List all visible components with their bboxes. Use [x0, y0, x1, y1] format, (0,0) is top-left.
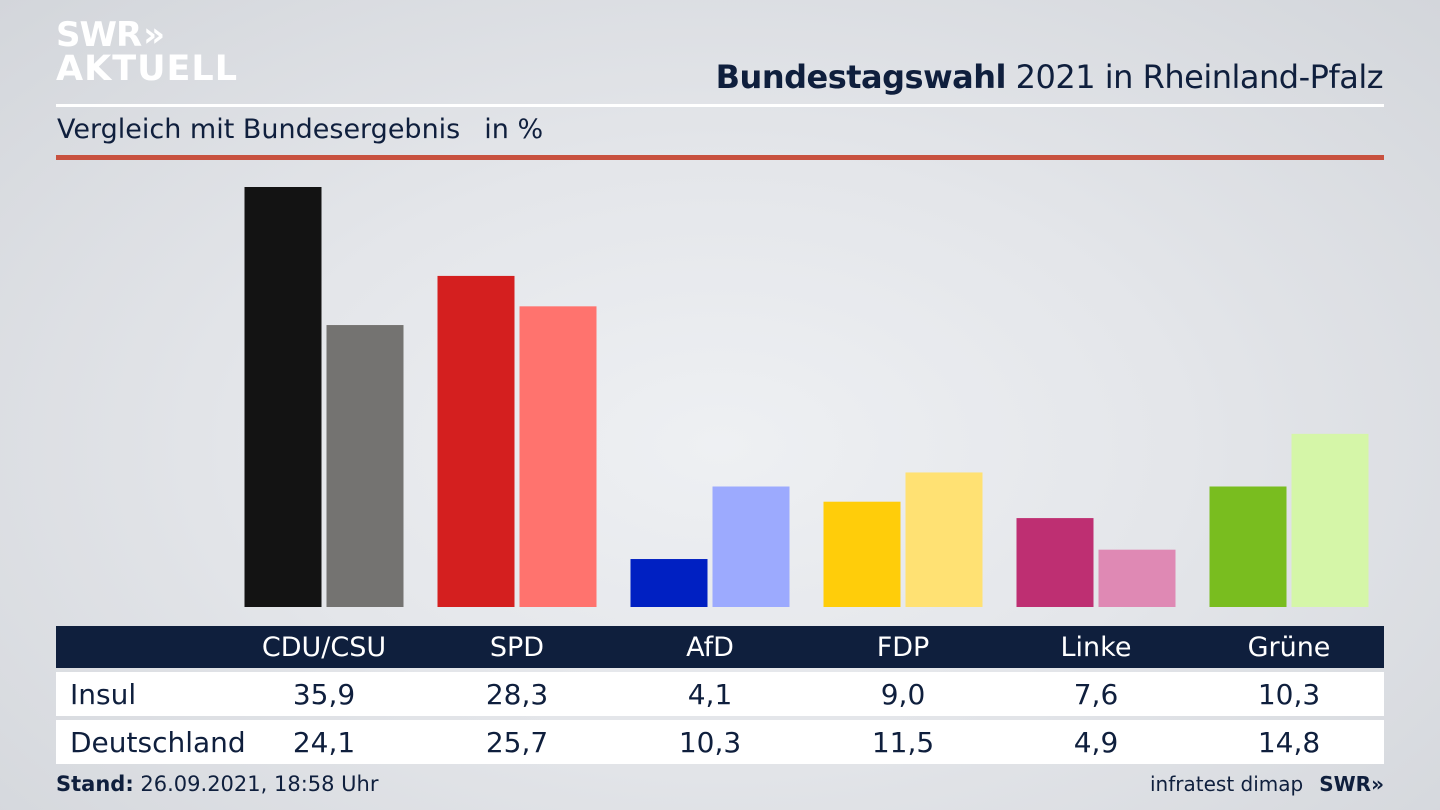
results-table: CDU/CSU SPD AfD FDP Linke Grüne Insul 35,9 28,3… — [56, 626, 1384, 764]
value-cell: 4,9 — [1073, 725, 1119, 759]
logo-swr-text: SWR — [56, 15, 142, 55]
bar-afd-deutschland — [712, 486, 790, 607]
column-header: Linke — [1060, 631, 1132, 663]
value-cell: 11,5 — [871, 725, 935, 759]
bar-gr-ne-insul — [1209, 486, 1287, 607]
swr-brand-text: SWR — [1319, 772, 1372, 796]
chevron-right-double-icon: » — [1371, 772, 1384, 796]
swr-aktuell-logo: SWR» AKTUELL — [56, 18, 238, 87]
table-row-insul: Insul 35,9 28,3 4,1 9,0 7,6 10,3 — [56, 672, 1384, 716]
row-label: Deutschland — [70, 725, 246, 759]
bar-linke-insul — [1016, 518, 1094, 607]
unit-label: in % — [484, 114, 544, 145]
title-bold: Bundestagswahl — [715, 58, 1007, 96]
stand-value: 26.09.2021, 18:58 Uhr — [133, 772, 379, 796]
value-cell: 35,9 — [292, 677, 356, 711]
logo-aktuell-text: AKTUELL — [56, 49, 239, 89]
bar-fdp-deutschland — [905, 472, 983, 607]
table-header-row: CDU/CSU SPD AfD FDP Linke Grüne — [56, 626, 1384, 668]
stand-label: Stand: — [56, 772, 134, 796]
bar-cdu-csu-insul — [244, 187, 322, 607]
column-header: Grüne — [1247, 631, 1331, 663]
bar-linke-deutschland — [1098, 549, 1176, 607]
chart-title: Bundestagswahl 2021 in Rheinland-Pfalz — [715, 58, 1384, 96]
value-cell: 25,7 — [485, 725, 549, 759]
value-cell: 7,6 — [1073, 677, 1119, 711]
subtitle-text: Vergleich mit Bundesergebnis — [57, 114, 461, 145]
value-cell: 24,1 — [292, 725, 356, 759]
value-cell: 10,3 — [1257, 677, 1321, 711]
chevron-right-double-icon: » — [143, 15, 165, 55]
timestamp: Stand: 26.09.2021, 18:58 Uhr — [56, 772, 379, 796]
bar-fdp-insul — [823, 501, 901, 607]
column-header: AfD — [686, 631, 734, 663]
source-text: infratest dimap — [1150, 772, 1304, 796]
bar-spd-insul — [437, 275, 515, 607]
bar-cdu-csu-deutschland — [326, 325, 404, 607]
value-cell: 4,1 — [687, 677, 733, 711]
bar-afd-insul — [630, 559, 708, 607]
title-divider — [56, 104, 1384, 107]
column-header: FDP — [876, 631, 930, 663]
row-label: Insul — [70, 677, 137, 711]
bar-chart — [244, 187, 1369, 607]
value-cell: 9,0 — [880, 677, 926, 711]
value-cell: 14,8 — [1257, 725, 1321, 759]
source-credit: infratest dimap SWR» — [1150, 772, 1384, 796]
title-rest: 2021 in Rheinland-Pfalz — [1006, 58, 1384, 96]
swr-brand: SWR» — [1319, 772, 1384, 796]
accent-divider — [56, 155, 1384, 160]
value-cell: 10,3 — [678, 725, 742, 759]
column-header: SPD — [489, 631, 545, 663]
chart-subtitle: Vergleich mit Bundesergebnis in % — [57, 114, 543, 145]
value-cell: 28,3 — [485, 677, 549, 711]
bar-spd-deutschland — [519, 306, 597, 607]
column-header: CDU/CSU — [261, 631, 387, 663]
bar-gr-ne-deutschland — [1291, 433, 1369, 607]
table-row-deutschland: Deutschland 24,1 25,7 10,3 11,5 4,9 14,8 — [56, 720, 1384, 764]
